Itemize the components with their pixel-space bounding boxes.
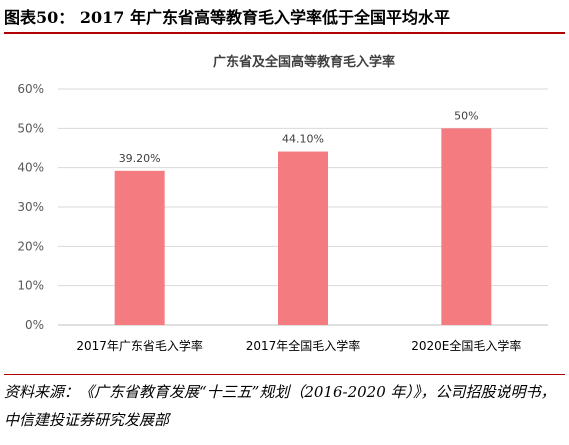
data-label: 44.10% — [282, 133, 324, 146]
y-tick-label: 40% — [17, 161, 44, 175]
data-label: 39.20% — [119, 152, 161, 165]
title-rule — [4, 32, 565, 34]
y-tick-label: 60% — [17, 82, 44, 96]
bar — [114, 170, 165, 325]
data-label: 50% — [454, 109, 478, 122]
figure-title: 图表50： 2017 年广东省高等教育毛入学率低于全国平均水平 — [4, 8, 450, 27]
category-label: 2020E全国毛入学率 — [411, 338, 521, 353]
y-tick-label: 30% — [17, 200, 44, 214]
y-tick-label: 10% — [17, 279, 44, 293]
y-tick-label: 20% — [17, 239, 44, 253]
y-tick-label: 50% — [17, 121, 44, 135]
category-labels: 2017年广东省毛入学率 2017年全国毛入学率 2020E全国毛入学率 — [76, 338, 521, 353]
source-rule — [4, 374, 565, 375]
data-labels: 39.20% 44.10% 50% — [119, 109, 479, 164]
bar — [441, 128, 492, 325]
bars — [114, 128, 492, 325]
y-tick-label: 0% — [25, 318, 44, 332]
chart-title: 广东省及全国高等教育毛入学率 — [213, 54, 395, 70]
source-note: 资料来源：《广东省教育发展“十三五”规划（2016-2020 年）》，公司招股说… — [4, 383, 556, 429]
category-label: 2017年全国毛入学率 — [246, 338, 361, 353]
bar-chart: 广东省及全国高等教育毛入学率 0% 10% 20% 30% 40% 50% 60% 39.2… — [17, 54, 548, 353]
category-label: 2017年广东省毛入学率 — [76, 338, 203, 353]
y-axis-ticks: 0% 10% 20% 30% 40% 50% 60% — [17, 82, 44, 332]
bar — [278, 151, 328, 325]
